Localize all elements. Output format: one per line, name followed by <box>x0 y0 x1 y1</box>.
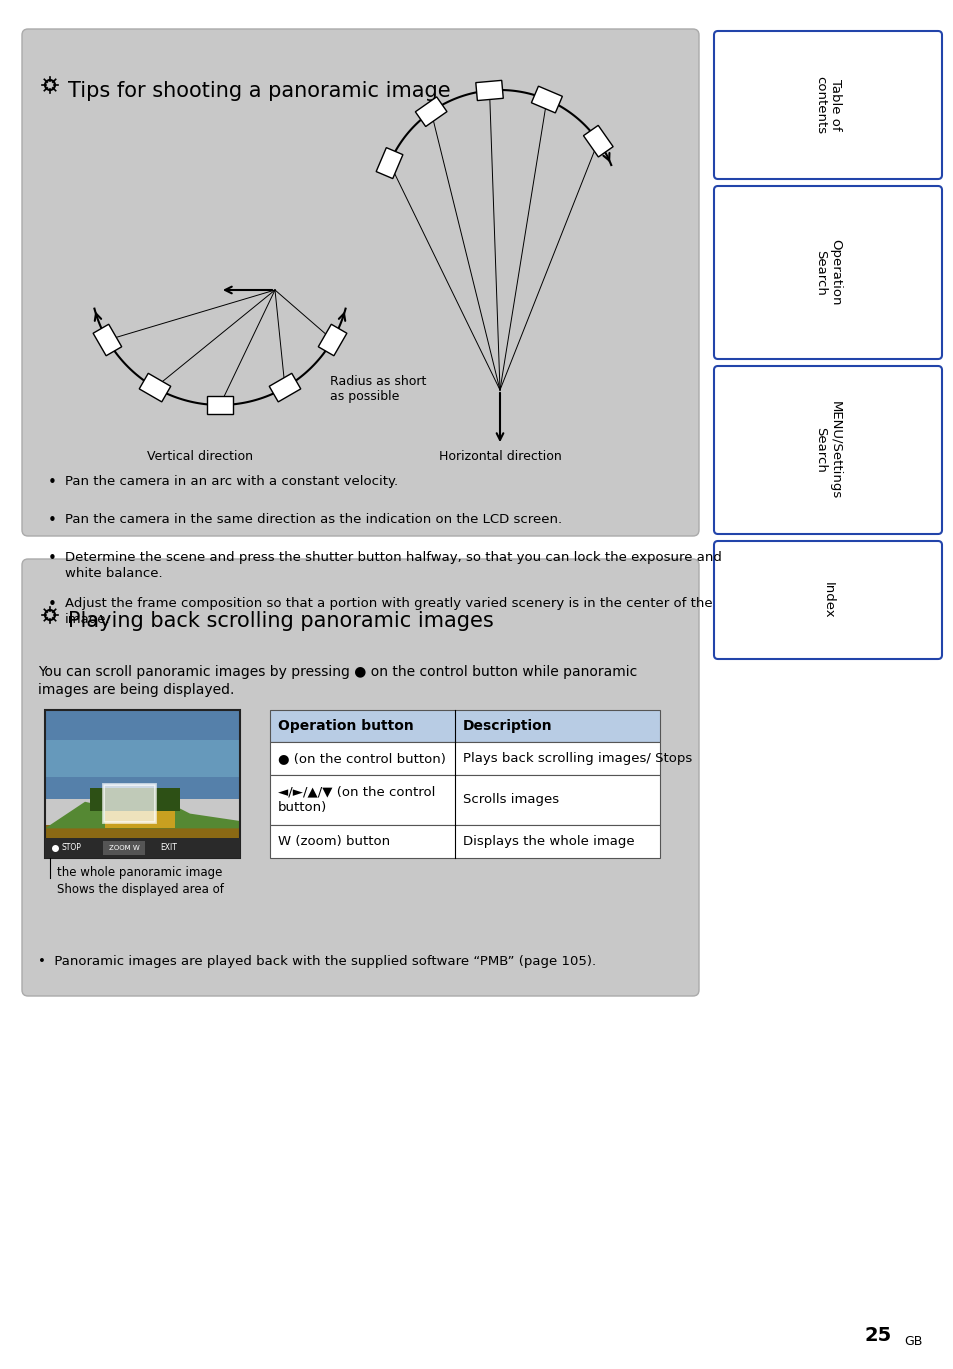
Polygon shape <box>93 324 122 356</box>
Text: ◄/►/▲/▼ (on the control: ◄/►/▲/▼ (on the control <box>277 786 435 798</box>
Text: Shows the displayed area of: Shows the displayed area of <box>57 883 224 895</box>
Bar <box>45 838 240 858</box>
Polygon shape <box>583 126 613 157</box>
Text: •: • <box>48 475 57 490</box>
Polygon shape <box>207 396 233 413</box>
Bar <box>45 711 240 798</box>
Text: Pan the camera in an arc with a constant velocity.: Pan the camera in an arc with a constant… <box>65 475 397 487</box>
Polygon shape <box>318 324 347 356</box>
Text: Index: Index <box>821 582 834 619</box>
FancyBboxPatch shape <box>713 366 941 534</box>
FancyBboxPatch shape <box>713 186 941 359</box>
Polygon shape <box>269 374 300 402</box>
Text: W (zoom) button: W (zoom) button <box>277 835 390 847</box>
Text: Playing back scrolling panoramic images: Playing back scrolling panoramic images <box>68 611 494 631</box>
Text: button): button) <box>277 801 327 815</box>
Text: Operation button: Operation button <box>277 719 414 732</box>
Text: •: • <box>48 513 57 528</box>
Bar <box>270 742 659 775</box>
Bar <box>103 841 145 856</box>
Text: Plays back scrolling images/ Stops: Plays back scrolling images/ Stops <box>462 752 692 765</box>
Text: the whole panoramic image: the whole panoramic image <box>57 867 222 879</box>
Text: •: • <box>48 550 57 565</box>
Bar <box>270 775 659 826</box>
Text: Table of
contents: Table of contents <box>813 75 841 134</box>
Text: Adjust the frame composition so that a portion with greatly varied scenery is in: Adjust the frame composition so that a p… <box>65 597 712 611</box>
Bar <box>90 789 180 810</box>
Text: Scrolls images: Scrolls images <box>462 794 558 806</box>
Text: images are being displayed.: images are being displayed. <box>38 683 234 697</box>
Text: image.: image. <box>65 613 111 626</box>
Text: ● (on the control button): ● (on the control button) <box>277 752 445 765</box>
Text: 25: 25 <box>863 1327 891 1344</box>
Bar <box>45 826 240 858</box>
Polygon shape <box>139 374 171 402</box>
Polygon shape <box>415 97 447 126</box>
FancyBboxPatch shape <box>22 559 699 997</box>
FancyBboxPatch shape <box>22 29 699 537</box>
Bar <box>45 739 240 776</box>
Text: EXIT: EXIT <box>160 843 176 853</box>
Text: •  Panoramic images are played back with the supplied software “PMB” (page 105).: • Panoramic images are played back with … <box>38 956 596 968</box>
Text: •: • <box>48 597 57 612</box>
Bar <box>103 784 154 823</box>
Text: Pan the camera in the same direction as the indication on the LCD screen.: Pan the camera in the same direction as … <box>65 513 561 526</box>
Bar <box>105 810 174 828</box>
FancyBboxPatch shape <box>713 541 941 658</box>
Text: Vertical direction: Vertical direction <box>147 450 253 463</box>
Text: white balance.: white balance. <box>65 567 162 580</box>
Text: You can scroll panoramic images by pressing ● on the control button while panora: You can scroll panoramic images by press… <box>38 665 637 679</box>
Text: Description: Description <box>462 719 552 732</box>
Text: ZOOM W: ZOOM W <box>109 845 139 852</box>
Text: MENU/Settings
Search: MENU/Settings Search <box>813 401 841 500</box>
Bar <box>270 711 659 742</box>
Polygon shape <box>45 795 240 828</box>
Polygon shape <box>375 148 402 178</box>
Text: Operation
Search: Operation Search <box>813 240 841 305</box>
Text: Determine the scene and press the shutter button halfway, so that you can lock t: Determine the scene and press the shutte… <box>65 550 721 564</box>
Text: STOP: STOP <box>62 843 82 853</box>
Text: Displays the whole image: Displays the whole image <box>462 835 634 847</box>
FancyBboxPatch shape <box>713 31 941 179</box>
Bar <box>45 711 240 858</box>
Text: GB: GB <box>903 1335 922 1348</box>
Polygon shape <box>476 81 503 100</box>
Text: Horizontal direction: Horizontal direction <box>438 450 560 463</box>
Bar <box>270 826 659 858</box>
Text: Tips for shooting a panoramic image: Tips for shooting a panoramic image <box>68 81 450 101</box>
Polygon shape <box>531 86 561 112</box>
Text: Radius as short
as possible: Radius as short as possible <box>330 375 426 402</box>
